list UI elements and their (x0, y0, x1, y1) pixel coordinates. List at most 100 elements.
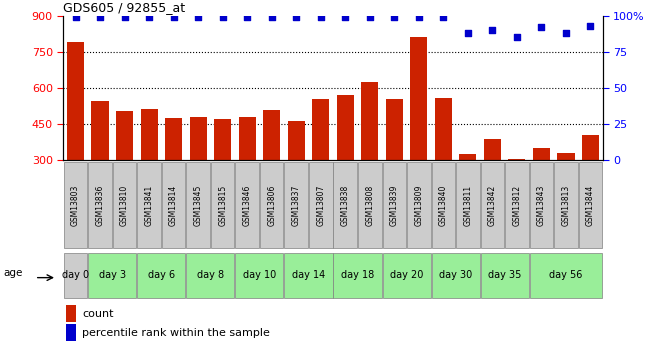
Text: day 8: day 8 (197, 270, 224, 280)
Bar (484, 139, 501, 160)
Bar (554, 162, 577, 248)
Text: GSM13815: GSM13815 (218, 185, 227, 226)
Point (536, 24, 547, 30)
Bar (435, 98, 452, 160)
Point (291, 14, 302, 20)
Bar (211, 162, 234, 248)
Bar (382, 162, 406, 248)
Point (242, 14, 252, 20)
Text: GSM13813: GSM13813 (561, 185, 571, 226)
Text: count: count (82, 309, 114, 318)
Bar (386, 99, 403, 160)
Bar (582, 135, 599, 160)
Point (266, 14, 277, 20)
Bar (533, 148, 550, 160)
Bar (382, 253, 431, 298)
Point (585, 23, 596, 28)
Bar (481, 162, 504, 248)
Bar (186, 162, 210, 248)
Bar (137, 162, 161, 248)
Bar (137, 253, 185, 298)
Point (462, 30, 473, 36)
Bar (141, 108, 158, 160)
Bar (505, 162, 529, 248)
Bar (190, 117, 206, 160)
Point (414, 14, 424, 20)
Bar (361, 82, 378, 160)
Bar (162, 162, 185, 248)
Point (168, 14, 179, 20)
Point (95, 14, 105, 20)
Bar (557, 153, 575, 160)
Text: GSM13843: GSM13843 (537, 185, 546, 226)
Point (511, 34, 522, 40)
Bar (89, 253, 137, 298)
Text: GSM13842: GSM13842 (488, 185, 497, 226)
Text: GSM13837: GSM13837 (292, 185, 301, 226)
Bar (67, 42, 84, 160)
Text: GSM13807: GSM13807 (316, 185, 325, 226)
Text: GSM13803: GSM13803 (71, 185, 80, 226)
Point (193, 14, 204, 20)
Text: GSM13839: GSM13839 (390, 185, 399, 226)
Bar (529, 162, 553, 248)
Bar (238, 117, 256, 160)
Bar (334, 253, 382, 298)
Point (487, 27, 498, 33)
Text: GSM13809: GSM13809 (414, 185, 424, 226)
Bar (284, 253, 332, 298)
Text: GSM13838: GSM13838 (341, 185, 350, 226)
Text: GSM13841: GSM13841 (145, 185, 154, 226)
Text: GSM13814: GSM13814 (169, 185, 178, 226)
Bar (113, 162, 137, 248)
Text: day 18: day 18 (341, 270, 374, 280)
Text: day 3: day 3 (99, 270, 126, 280)
Point (217, 14, 228, 20)
Text: GSM13836: GSM13836 (95, 185, 105, 226)
Bar (579, 162, 602, 248)
Text: GSM13845: GSM13845 (194, 185, 202, 226)
Point (144, 14, 155, 20)
Bar (235, 253, 284, 298)
Point (389, 14, 400, 20)
Bar (481, 253, 529, 298)
Point (316, 14, 326, 20)
Bar (214, 119, 231, 160)
Text: age: age (3, 268, 23, 278)
Bar (312, 99, 329, 160)
Bar (165, 118, 182, 160)
Point (340, 14, 350, 20)
Text: day 35: day 35 (488, 270, 521, 280)
Bar (66, 324, 76, 342)
Bar (66, 305, 76, 322)
Text: GSM13812: GSM13812 (512, 185, 521, 226)
Text: day 14: day 14 (292, 270, 325, 280)
Text: GSM13806: GSM13806 (267, 185, 276, 226)
Bar (456, 162, 480, 248)
Text: day 6: day 6 (148, 270, 175, 280)
Bar (186, 253, 234, 298)
Bar (460, 155, 476, 160)
Text: day 10: day 10 (243, 270, 276, 280)
Bar (432, 162, 455, 248)
Bar (309, 162, 332, 248)
Point (119, 14, 130, 20)
Bar (89, 162, 112, 248)
Bar (116, 111, 133, 160)
Text: GSM13810: GSM13810 (120, 185, 129, 226)
Bar (64, 162, 87, 248)
Bar (284, 162, 308, 248)
Text: GSM13846: GSM13846 (242, 185, 252, 226)
Bar (432, 253, 480, 298)
Text: GSM13844: GSM13844 (586, 185, 595, 226)
Bar (407, 162, 431, 248)
Point (438, 14, 449, 20)
Bar (529, 253, 602, 298)
Bar (91, 101, 109, 160)
Bar (358, 162, 382, 248)
Text: GSM13808: GSM13808 (365, 185, 374, 226)
Text: GSM13840: GSM13840 (439, 185, 448, 226)
Point (70, 14, 81, 20)
Point (561, 30, 571, 36)
Bar (263, 110, 280, 160)
